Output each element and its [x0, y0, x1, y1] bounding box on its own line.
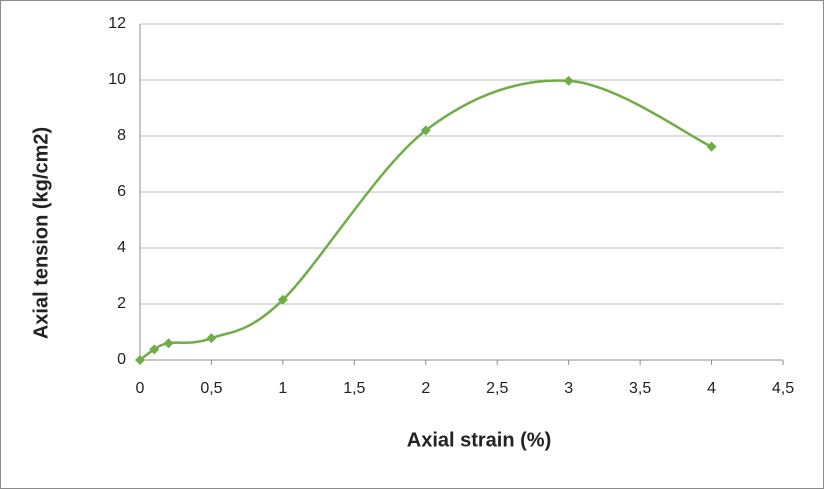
data-point: [420, 125, 431, 136]
x-tick-label: 3: [564, 380, 573, 397]
x-tick-label: 1,5: [343, 380, 365, 397]
data-point: [163, 338, 174, 349]
data-point: [706, 141, 717, 152]
data-point: [277, 294, 288, 305]
y-tick-label: 4: [117, 239, 126, 256]
data-point: [135, 355, 145, 365]
y-tick-label: 0: [117, 351, 126, 368]
y-tick-label: 12: [108, 15, 126, 32]
data-point: [206, 333, 217, 344]
x-tick-label: 4,5: [772, 380, 794, 397]
data-point: [149, 344, 160, 355]
y-tick-label: 10: [108, 71, 126, 88]
x-tick-label: 3,5: [629, 380, 651, 397]
y-tick-label: 8: [117, 127, 126, 144]
x-tick-label: 2,5: [486, 380, 508, 397]
x-tick-label: 4: [707, 380, 716, 397]
data-point: [563, 75, 574, 86]
y-tick-label: 6: [117, 183, 126, 200]
x-tick-label: 1: [278, 380, 287, 397]
y-tick-label: 2: [117, 295, 126, 312]
x-tick-label: 0: [136, 380, 145, 397]
y-axis-title: Axial tension (kg/cm2): [30, 127, 52, 339]
x-tick-label: 2: [421, 380, 430, 397]
x-axis-title: Axial strain (%): [407, 429, 551, 451]
x-tick-label: 0,5: [200, 380, 222, 397]
